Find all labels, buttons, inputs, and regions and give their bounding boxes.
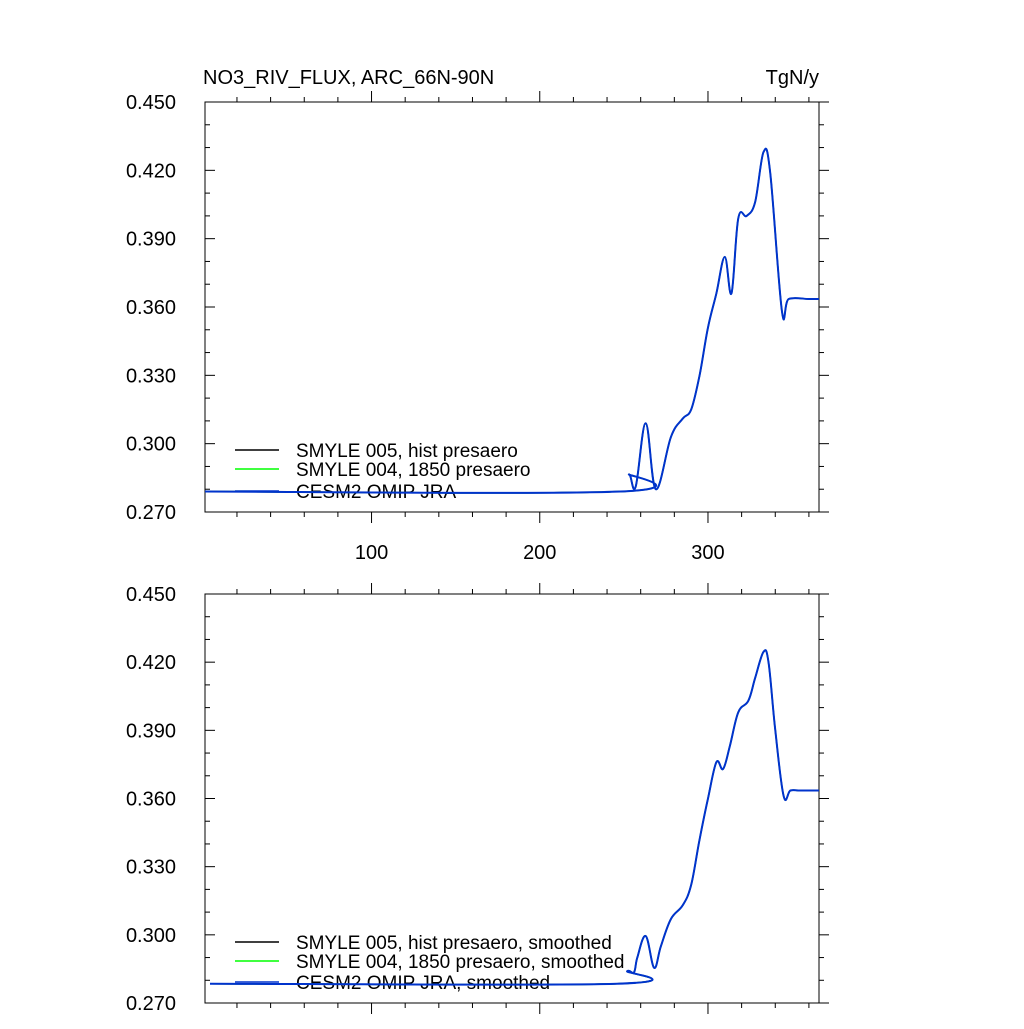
y-tick-label: 0.270 [126,993,176,1015]
y-tick-label: 0.420 [126,652,176,674]
y-tick-label: 0.360 [126,789,176,811]
series-line-3 [209,649,819,986]
units-label: TgN/y [766,67,819,89]
y-tick-label: 0.300 [126,434,176,456]
y-tick-label: 0.390 [126,229,176,251]
legend-label: SMYLE 005, hist presaero [296,441,518,462]
x-tick-label: 300 [691,542,724,564]
y-tick-label: 0.330 [126,365,176,387]
chart-title: NO3_RIV_FLUX, ARC_66N-90N [203,67,494,89]
y-tick-label: 0.420 [126,160,176,182]
y-tick-label: 0.450 [126,92,176,114]
x-tick-label: 200 [523,542,556,564]
y-tick-label: 0.450 [126,584,176,606]
y-tick-label: 0.390 [126,720,176,742]
legend-label: SMYLE 004, 1850 presaero, smoothed [296,952,624,973]
chart-panel-1: 0.270 0.300 0.330 0.360 0.390 0.420 0.450 100 20… [126,67,829,564]
y-tick-label: 0.360 [126,297,176,319]
y-tick-label: 0.300 [126,925,176,947]
y-tick-label: 0.330 [126,857,176,879]
series-line-3 [204,147,819,494]
x-tick-label: 100 [355,542,388,564]
legend-label: SMYLE 004, 1850 presaero [296,460,531,481]
chart-panel-2: 0.270 0.300 0.330 0.360 0.390 0.420 0.450 SMYLE… [126,583,829,1015]
legend-label: CESM2 OMIP JRA, smoothed [296,973,550,994]
legend-label: SMYLE 005, hist presaero, smoothed [296,933,612,954]
y-tick-label: 0.270 [126,502,176,524]
